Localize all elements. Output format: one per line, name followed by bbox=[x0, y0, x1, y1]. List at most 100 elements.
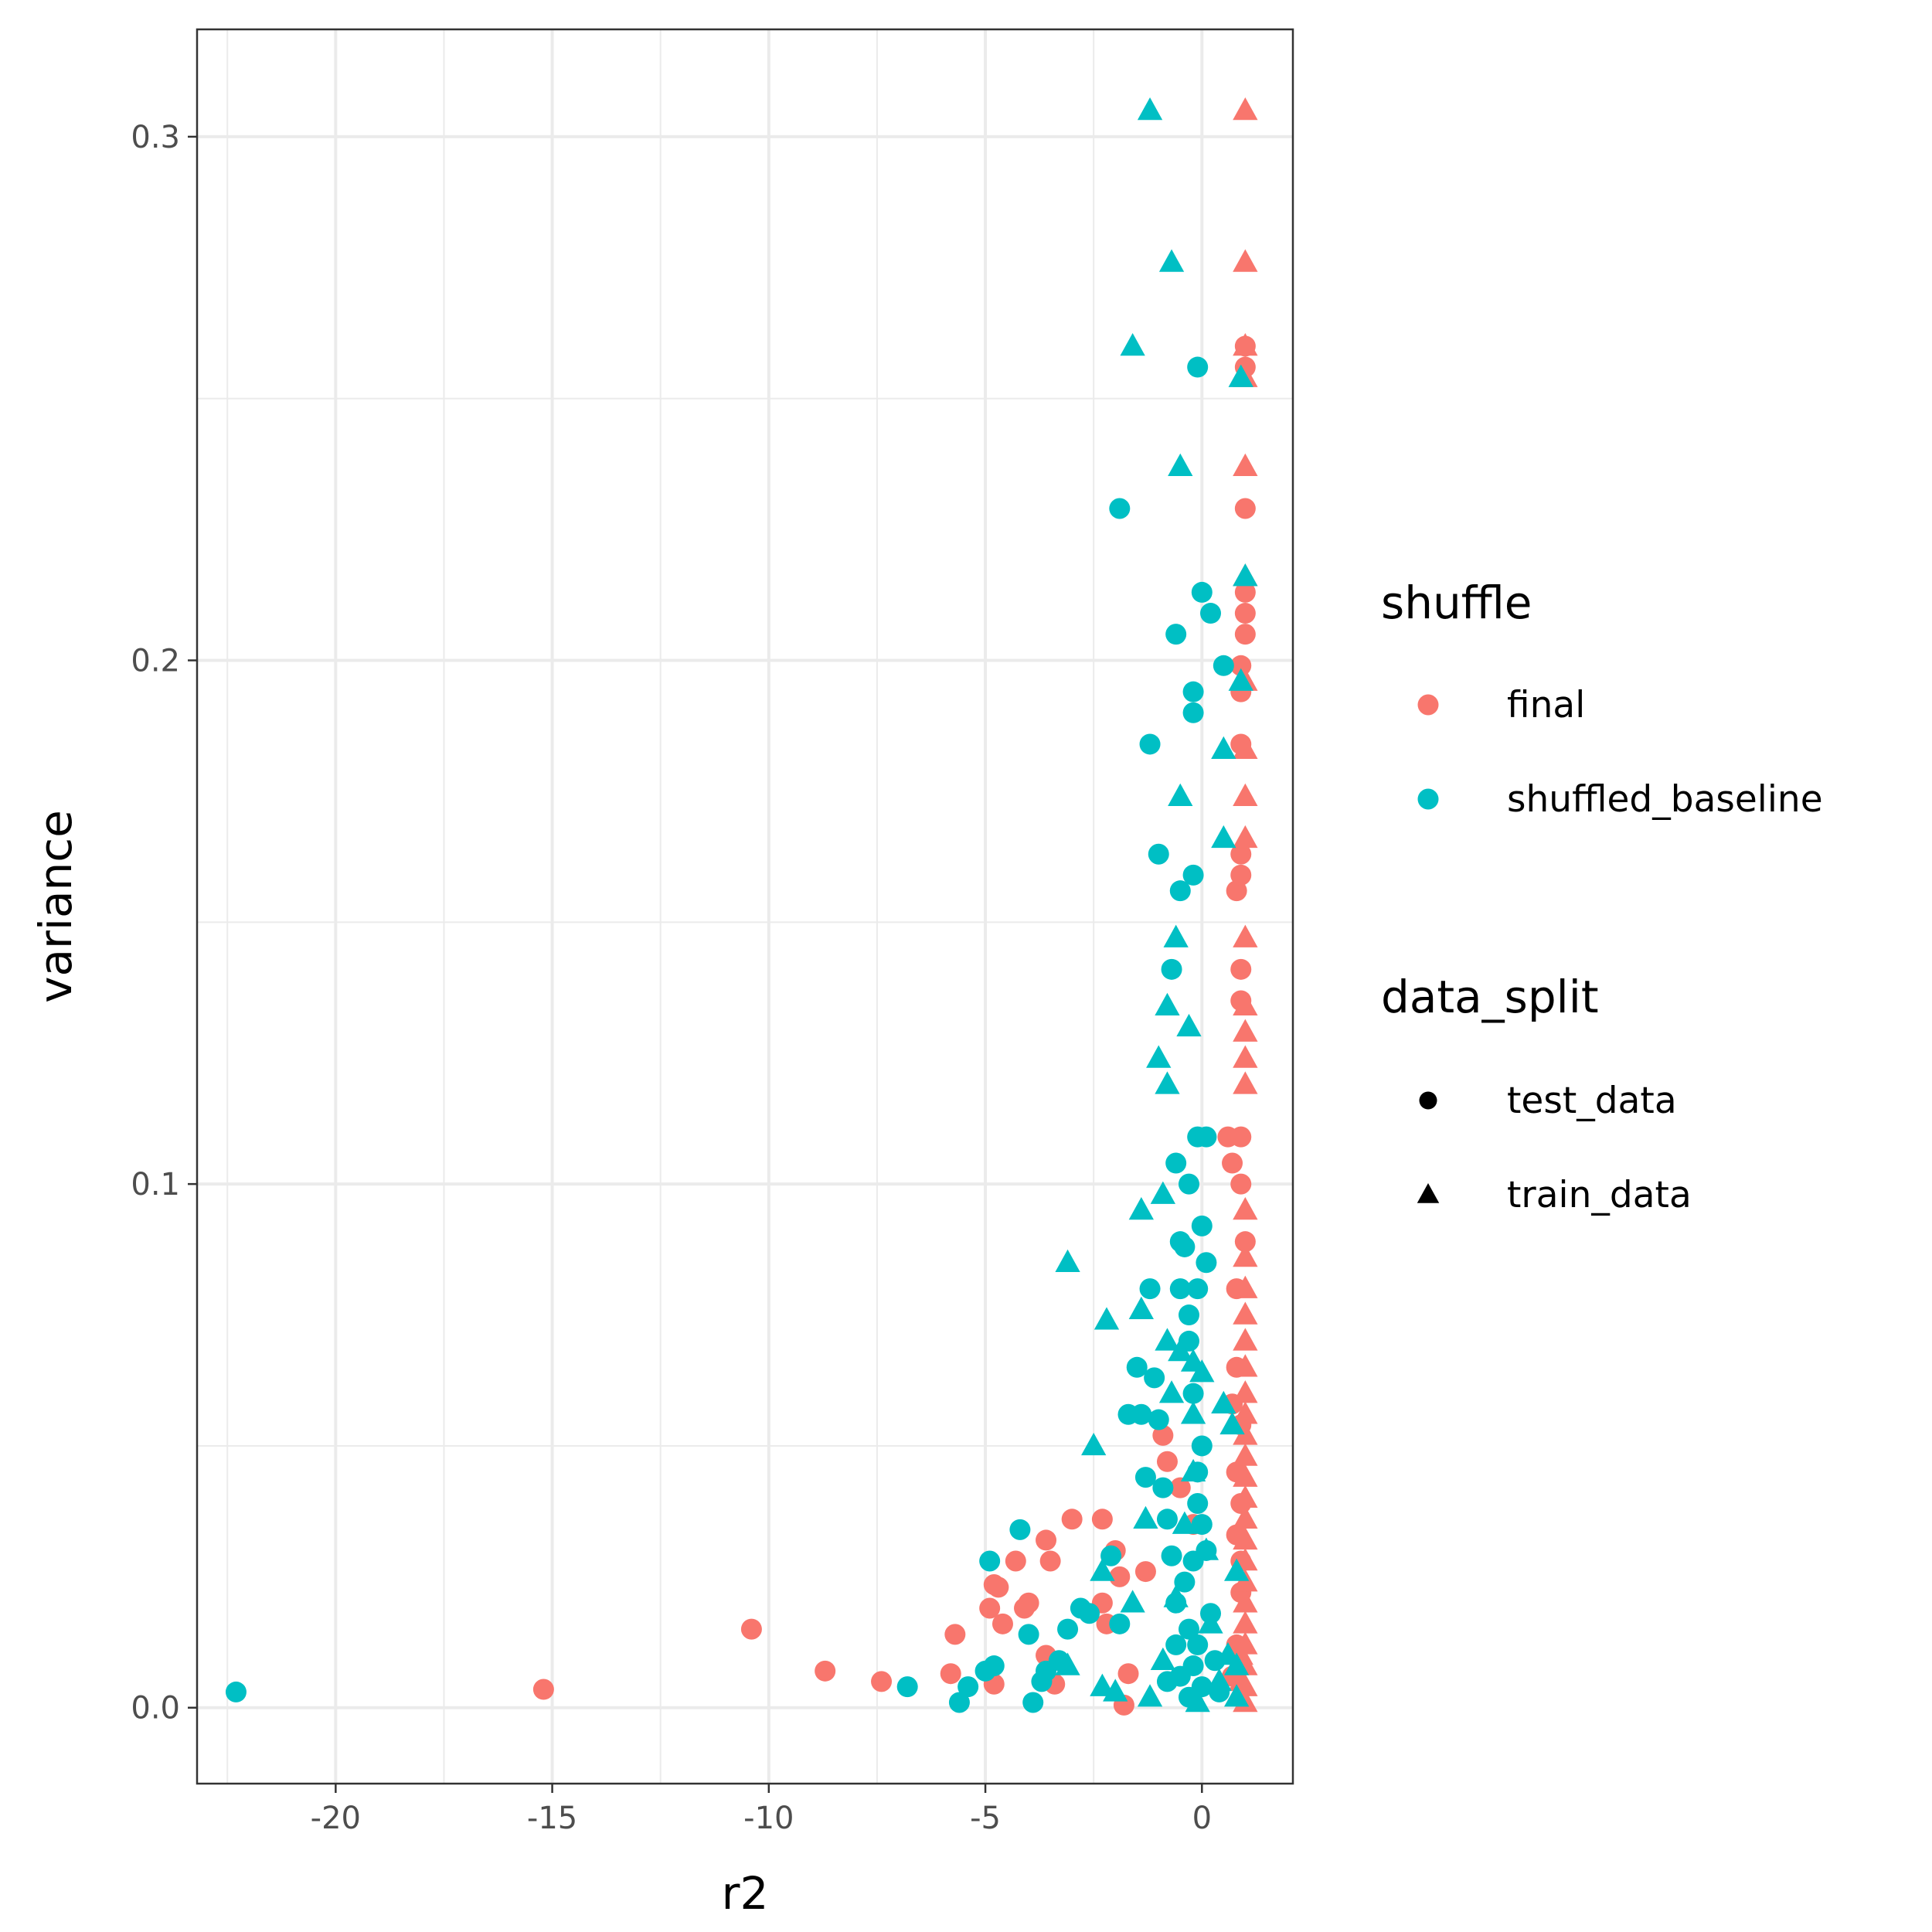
data-point-final-train_data bbox=[1233, 1401, 1258, 1424]
data-point-final-test_data bbox=[1134, 1561, 1156, 1583]
legend-label-final: final bbox=[1507, 684, 1585, 726]
data-point-final-test_data bbox=[1234, 1231, 1256, 1253]
data-point-shuffled_baseline-test_data bbox=[1022, 1692, 1044, 1713]
data-point-final-test_data bbox=[1039, 1550, 1061, 1572]
x-tick-label: 0 bbox=[1192, 1801, 1212, 1836]
data-point-shuffled_baseline-test_data bbox=[1178, 1173, 1199, 1195]
panel-border bbox=[196, 28, 1294, 1785]
data-point-final-test_data bbox=[1230, 843, 1252, 865]
data-point-shuffled_baseline-test_data bbox=[1148, 843, 1169, 865]
data-point-final-test_data bbox=[1226, 880, 1247, 902]
data-point-final-test_data bbox=[1230, 1173, 1252, 1195]
data-point-shuffled_baseline-test_data bbox=[1169, 880, 1191, 902]
data-point-shuffled_baseline-test_data bbox=[1057, 1618, 1079, 1640]
data-point-final-train_data bbox=[1233, 1328, 1258, 1351]
data-point-shuffled_baseline-test_data bbox=[1178, 1618, 1199, 1640]
legend-key-final bbox=[1417, 694, 1439, 716]
data-point-shuffled_baseline-train_data bbox=[1198, 1611, 1223, 1634]
data-point-final-train_data bbox=[1233, 825, 1258, 849]
data-point-shuffled_baseline-test_data bbox=[1144, 1367, 1165, 1389]
y-tick-label: 0.3 bbox=[131, 120, 180, 155]
data-point-shuffled_baseline-test_data bbox=[1191, 1514, 1213, 1536]
data-point-shuffled_baseline-train_data bbox=[1172, 1511, 1198, 1534]
y-axis-title: variance bbox=[29, 810, 82, 1003]
legend: shuffle final shuffled_baseline data_spli… bbox=[1381, 577, 1823, 1216]
data-point-shuffled_baseline-train_data bbox=[1163, 924, 1189, 947]
x-tick-label: -10 bbox=[743, 1801, 794, 1836]
data-point-final-train_data bbox=[1233, 97, 1258, 121]
data-point-final-train_data bbox=[1233, 924, 1258, 947]
data-point-shuffled_baseline-train_data bbox=[1120, 1590, 1145, 1613]
legend-key-shuffled_baseline bbox=[1417, 788, 1439, 810]
data-point-shuffled_baseline-test_data bbox=[948, 1692, 970, 1713]
data-point-final-train_data bbox=[1233, 1380, 1258, 1403]
data-point-shuffled_baseline-test_data bbox=[225, 1681, 247, 1702]
data-point-shuffled_baseline-test_data bbox=[1182, 1655, 1204, 1677]
data-point-shuffled_baseline-train_data bbox=[1133, 1505, 1158, 1529]
data-point-final-train_data bbox=[1233, 1611, 1258, 1634]
data-point-shuffled_baseline-train_data bbox=[1215, 1641, 1241, 1665]
data-point-shuffled_baseline-test_data bbox=[1182, 1383, 1204, 1404]
data-point-final-test_data bbox=[1091, 1509, 1113, 1530]
data-point-shuffled_baseline-train_data bbox=[1055, 1249, 1080, 1273]
data-point-final-test_data bbox=[1109, 1566, 1131, 1587]
x-tick-label: -20 bbox=[311, 1801, 361, 1836]
data-point-final-train_data bbox=[1228, 1668, 1253, 1692]
data-point-final-test_data bbox=[1230, 958, 1252, 980]
data-point-final-test_data bbox=[940, 1663, 961, 1685]
data-point-final-train_data bbox=[1233, 332, 1258, 356]
shape-legend-items: test_data train_data bbox=[1417, 1080, 1692, 1216]
data-point-shuffled_baseline-train_data bbox=[1155, 1071, 1180, 1094]
data-point-shuffled_baseline-train_data bbox=[1193, 1537, 1219, 1560]
data-point-final-train_data bbox=[1233, 1464, 1258, 1487]
data-point-shuffled_baseline-train_data bbox=[1146, 1045, 1172, 1068]
data-point-shuffled_baseline-test_data bbox=[1182, 702, 1204, 723]
data-point-shuffled_baseline-test_data bbox=[1131, 1403, 1152, 1425]
color-legend-items: final shuffled_baseline bbox=[1417, 684, 1823, 821]
data-point-shuffled_baseline-test_data bbox=[1200, 603, 1222, 624]
data-point-shuffled_baseline-test_data bbox=[1109, 498, 1131, 519]
data-point-shuffled_baseline-train_data bbox=[1120, 332, 1145, 356]
data-point-final-test_data bbox=[815, 1660, 836, 1682]
data-point-final-test_data bbox=[1018, 1592, 1039, 1614]
data-point-shuffled_baseline-test_data bbox=[983, 1655, 1005, 1677]
data-point-shuffled_baseline-train_data bbox=[1137, 97, 1163, 121]
color-legend-title: shuffle bbox=[1381, 577, 1532, 629]
data-point-shuffled_baseline-train_data bbox=[1223, 1684, 1250, 1707]
data-point-shuffled_baseline-test_data bbox=[1174, 1236, 1196, 1257]
data-point-shuffled_baseline-test_data bbox=[979, 1550, 1001, 1572]
data-point-shuffled_baseline-test_data bbox=[1161, 1545, 1182, 1566]
data-point-shuffled_baseline-test_data bbox=[1165, 1152, 1187, 1174]
data-point-final-test_data bbox=[1230, 864, 1252, 886]
data-point-final-train_data bbox=[1233, 1422, 1258, 1445]
data-point-shuffled_baseline-test_data bbox=[1178, 1304, 1199, 1326]
data-point-shuffled_baseline-test_data bbox=[1165, 624, 1187, 645]
data-point-shuffled_baseline-test_data bbox=[1139, 1278, 1161, 1300]
data-point-shuffled_baseline-test_data bbox=[1191, 581, 1213, 603]
data-point-shuffled_baseline-train_data bbox=[1155, 992, 1180, 1015]
data-point-shuffled_baseline-train_data bbox=[1155, 1328, 1180, 1351]
data-point-shuffled_baseline-train_data bbox=[1158, 1380, 1185, 1403]
data-point-final-test_data bbox=[1234, 498, 1256, 519]
data-point-shuffled_baseline-test_data bbox=[1079, 1603, 1100, 1624]
data-point-shuffled_baseline-test_data bbox=[1009, 1519, 1031, 1540]
data-point-shuffled_baseline-test_data bbox=[1196, 1126, 1217, 1148]
data-point-final-test_data bbox=[871, 1671, 893, 1692]
x-axis-title: r2 bbox=[722, 1867, 769, 1920]
data-point-shuffled_baseline-train_data bbox=[1176, 1013, 1202, 1037]
data-point-shuffled_baseline-train_data bbox=[1206, 1668, 1232, 1692]
data-point-final-test_data bbox=[1061, 1509, 1083, 1530]
data-point-shuffled_baseline-train_data bbox=[1137, 1684, 1163, 1707]
data-point-shuffled_baseline-test_data bbox=[1187, 1278, 1209, 1300]
data-point-final-test_data bbox=[1234, 603, 1256, 624]
data-point-final-test_data bbox=[988, 1577, 1009, 1598]
data-point-shuffled_baseline-train_data bbox=[1233, 563, 1258, 587]
data-point-shuffled_baseline-train_data bbox=[1211, 825, 1236, 849]
data-point-final-test_data bbox=[740, 1618, 762, 1640]
data-point-shuffled_baseline-train_data bbox=[1185, 1689, 1210, 1713]
data-point-shuffled_baseline-test_data bbox=[1018, 1624, 1039, 1645]
data-point-final-train_data bbox=[1233, 783, 1258, 806]
data-point-final-train_data bbox=[1233, 1590, 1258, 1613]
data-point-final-train_data bbox=[1233, 453, 1258, 477]
